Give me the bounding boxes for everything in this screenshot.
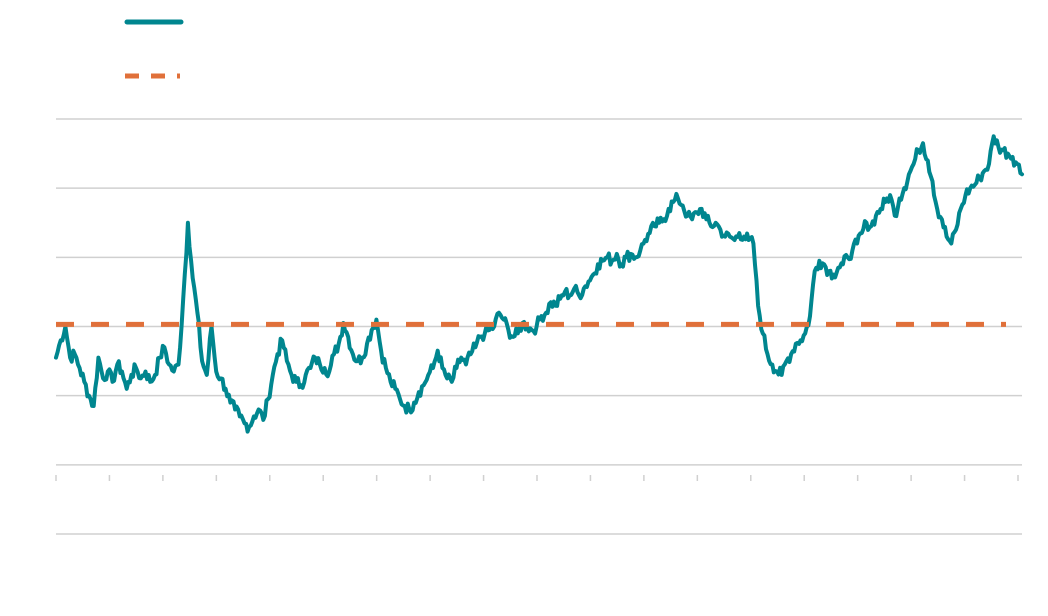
series-lines: [54, 134, 1024, 434]
legend: [124, 19, 184, 79]
main-series-line: [54, 134, 1024, 434]
gridlines: [56, 118, 1022, 535]
x-axis-ticks: [55, 475, 1019, 481]
